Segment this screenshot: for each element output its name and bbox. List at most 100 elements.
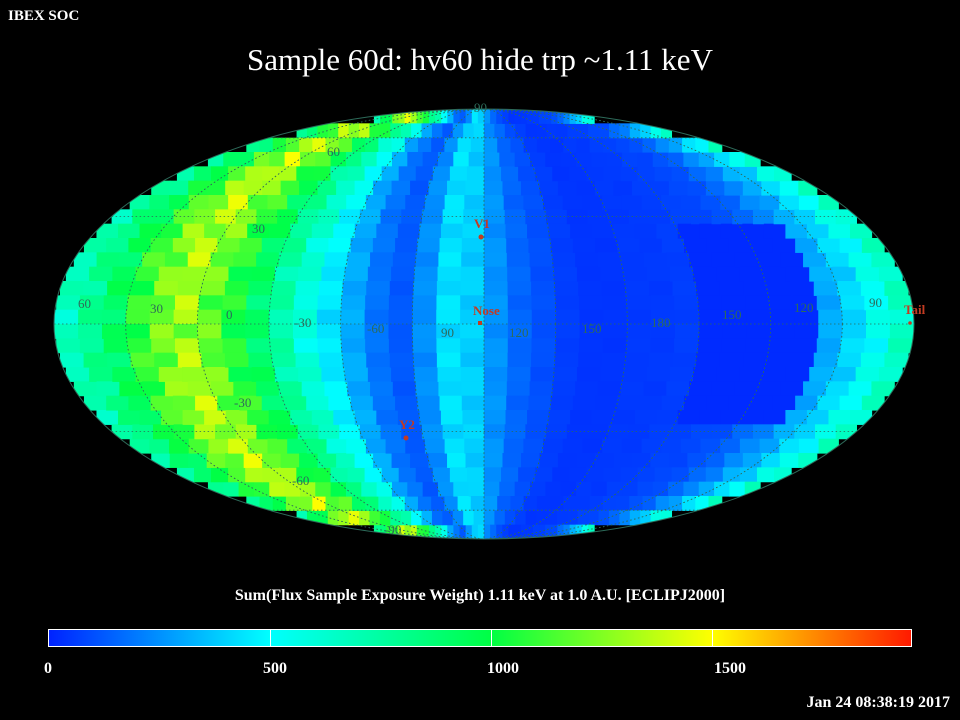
flux-cell [318, 424, 340, 440]
flux-cell [333, 410, 356, 425]
flux-cell [342, 352, 367, 368]
flux-cell [722, 324, 748, 339]
flux-cell [461, 238, 485, 253]
flux-cell [555, 295, 580, 311]
flux-cell [251, 266, 276, 282]
flux-cell [682, 137, 696, 153]
flux-cell [348, 510, 360, 526]
flux-cell [661, 510, 673, 526]
nose-marker [478, 321, 482, 325]
flux-cell [654, 467, 673, 483]
flux-cell [422, 524, 430, 539]
flux-cell [606, 481, 623, 497]
flux-cell [884, 281, 909, 296]
flux-cell [484, 152, 500, 167]
flux-cell [228, 467, 246, 483]
flux-cell [463, 510, 475, 526]
flux-cell [496, 524, 503, 539]
flux-cell [96, 223, 119, 239]
flux-cell [484, 467, 502, 483]
flux-cell [217, 395, 241, 411]
flux-cell [548, 223, 571, 239]
flux-cell [652, 152, 669, 167]
flux-cell [365, 438, 387, 454]
flux-cell [682, 496, 696, 511]
flux-cell [484, 123, 496, 139]
flux-cell [484, 381, 508, 397]
flux-cell [861, 238, 885, 253]
flux-cell [338, 123, 350, 139]
flux-cell [848, 381, 873, 397]
flux-cell [603, 166, 622, 182]
flux-cell [326, 438, 347, 454]
flux-cell [268, 223, 291, 239]
flux-cell [505, 410, 528, 425]
flux-cell [390, 123, 402, 139]
flux-cell [248, 281, 273, 296]
flux-cell [752, 424, 775, 440]
flux-cell [728, 238, 752, 253]
flux-cell [245, 166, 263, 182]
flux-cell [233, 381, 257, 397]
flux-cell [239, 395, 263, 411]
flux-cell [267, 438, 288, 454]
flux-cell [225, 453, 245, 468]
flux-cell [716, 266, 741, 282]
flux-cell [695, 137, 710, 153]
lat-label: -30 [234, 395, 251, 410]
flux-cell [347, 166, 366, 182]
flux-cell [507, 338, 533, 354]
flux-cell [680, 195, 702, 210]
flux-cell [639, 395, 663, 411]
flux-cell [839, 395, 863, 411]
flux-cell [324, 252, 348, 268]
flux-cell [119, 381, 143, 397]
flux-cell [54, 324, 79, 339]
lon-label: 0 [226, 307, 233, 322]
flux-cell [527, 223, 550, 239]
flux-cell [515, 510, 527, 526]
flux-cell [661, 123, 673, 139]
flux-cell [597, 252, 622, 268]
flux-cell [484, 324, 509, 339]
flux-cell [262, 180, 282, 196]
flux-cell [745, 295, 770, 311]
flux-cell [739, 438, 761, 454]
flux-cell [484, 180, 504, 196]
flux-cell [697, 338, 723, 354]
flux-cell [616, 496, 630, 511]
flux-cell [285, 496, 300, 511]
flux-cell [502, 109, 510, 124]
flux-cell [628, 424, 651, 440]
organization-label: IBEX SOC [8, 8, 80, 24]
flux-cell [462, 410, 485, 425]
flux-cell [296, 467, 314, 483]
flux-cell [889, 324, 914, 339]
flux-cell [835, 209, 857, 225]
flux-cell [613, 223, 636, 239]
flux-cell [437, 367, 462, 382]
flux-cell [391, 137, 406, 153]
flux-cell [129, 195, 150, 210]
flux-cell [850, 223, 873, 239]
flux-cell [728, 395, 752, 411]
flux-cell [490, 524, 497, 539]
flux-cell [139, 410, 162, 425]
flux-cell [172, 395, 196, 411]
flux-cell [515, 123, 527, 139]
flux-cell [602, 438, 623, 454]
flux-cell [251, 367, 276, 382]
flux-cell [306, 438, 328, 454]
colorbar-tick: 1000 [487, 660, 519, 677]
flux-cell [354, 410, 377, 425]
flux-cell [338, 496, 353, 511]
flux-cell [552, 467, 570, 483]
flux-cell [256, 381, 280, 397]
flux-cell [460, 295, 485, 311]
flux-cell [666, 381, 690, 397]
flux-cell [523, 438, 544, 454]
map-title: Sample 60d: hv60 hide trp ~1.11 keV [247, 42, 713, 77]
flux-cell [463, 424, 485, 440]
flux-cell [215, 209, 237, 225]
flux-cell [347, 252, 371, 268]
